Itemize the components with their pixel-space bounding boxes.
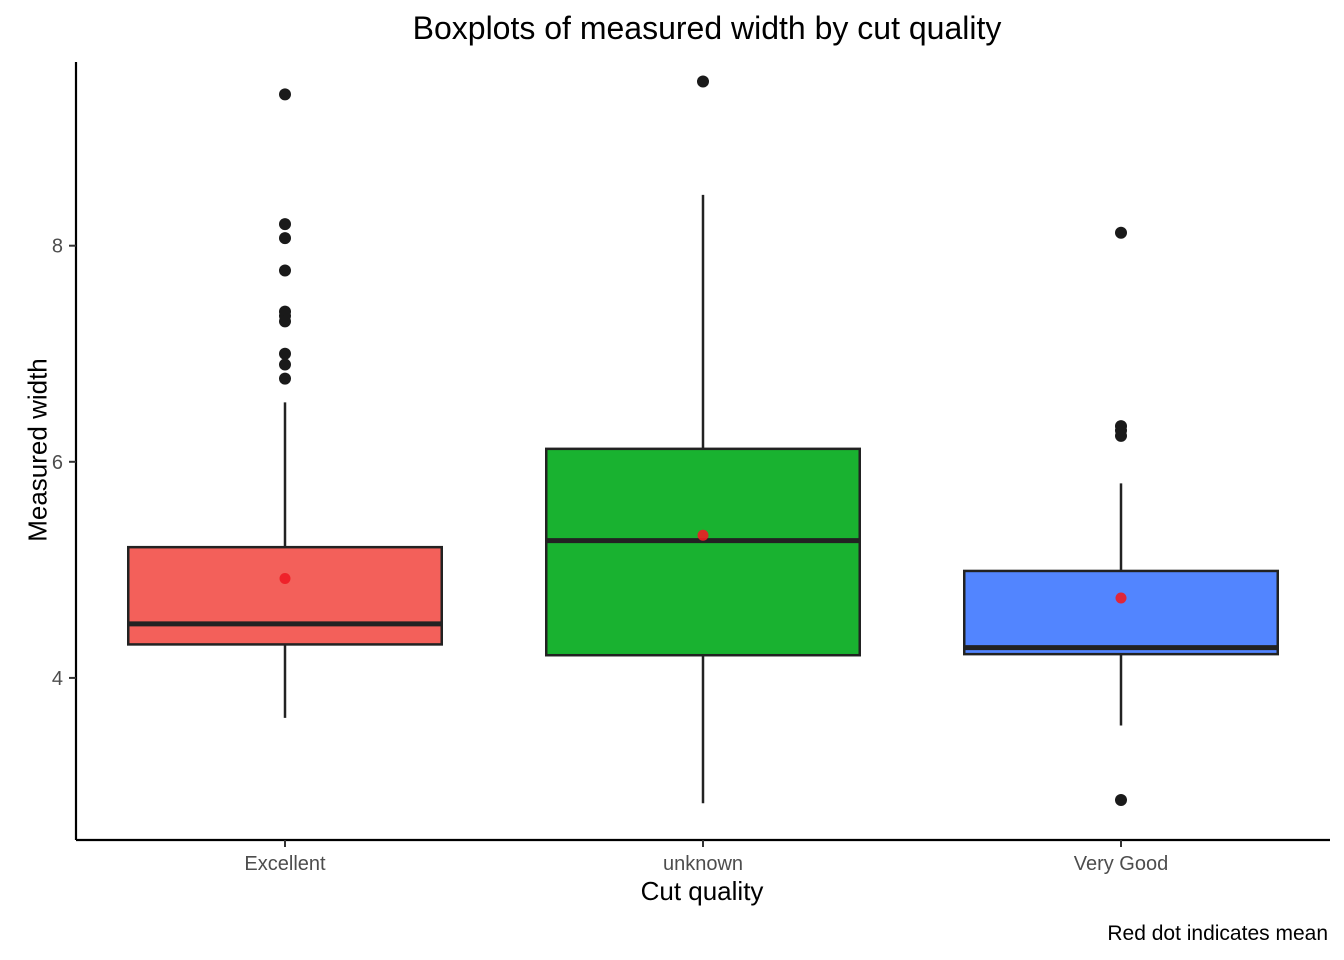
mean-point-very-good <box>1115 592 1127 604</box>
y-tick-label: 4 <box>52 668 63 690</box>
box-very-good <box>963 569 1279 656</box>
mean-point-excellent <box>279 573 291 585</box>
y-tick-label: 6 <box>52 452 63 474</box>
mean-point-unknown <box>697 529 709 541</box>
x-tick-label: Excellent <box>244 853 326 875</box>
outlier-point-excellent <box>279 264 291 277</box>
chart-title: Boxplots of measured width by cut qualit… <box>412 10 1002 46</box>
y-axis-title: Measured width <box>22 358 53 542</box>
chart-caption: Red dot indicates mean <box>1107 922 1328 945</box>
outlier-point-excellent <box>279 315 291 328</box>
outlier-point-excellent <box>279 358 291 371</box>
outlier-point-excellent <box>279 232 291 245</box>
outlier-point-excellent <box>279 347 291 360</box>
x-tick-label: unknown <box>663 853 743 875</box>
x-tick-label: Very Good <box>1074 853 1169 875</box>
outlier-point-unknown <box>697 75 709 88</box>
outlier-point-excellent <box>279 218 291 231</box>
outlier-point-very-good <box>1115 429 1127 442</box>
outlier-point-very-good <box>1115 226 1127 239</box>
x-axis-title: Cut quality <box>640 876 764 906</box>
y-tick-label: 8 <box>52 236 63 258</box>
outlier-point-excellent <box>279 372 291 385</box>
outlier-point-excellent <box>279 88 291 101</box>
outlier-point-very-good <box>1115 794 1127 807</box>
box-unknown <box>545 447 861 657</box>
box-excellent <box>127 545 443 646</box>
